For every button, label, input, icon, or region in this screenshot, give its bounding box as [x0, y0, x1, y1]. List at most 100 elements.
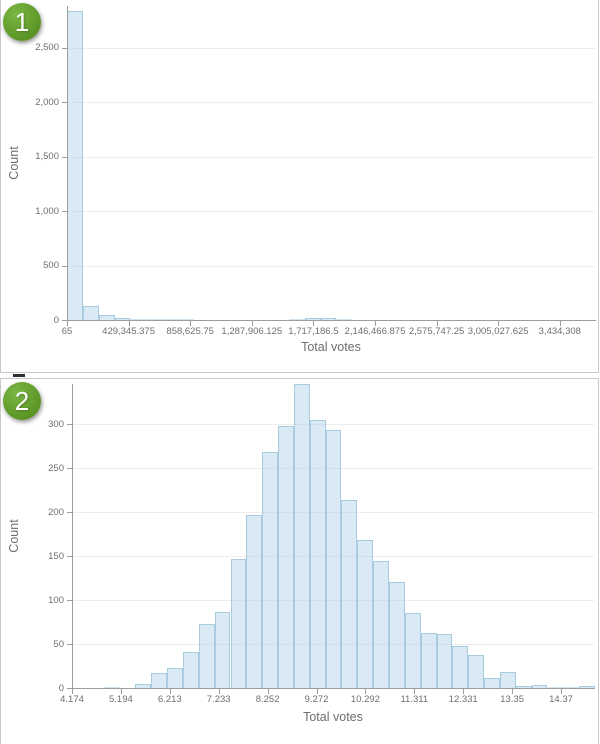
- y-tick-mark: [67, 424, 72, 425]
- x-axis-tick-label: 7.233: [206, 694, 231, 705]
- histogram-bar[interactable]: [214, 612, 231, 688]
- histogram-bar[interactable]: [288, 319, 305, 320]
- histogram-bar[interactable]: [579, 686, 596, 688]
- x-tick-mark: [375, 321, 376, 326]
- x-tick-mark: [316, 689, 318, 694]
- histogram-bar[interactable]: [198, 623, 215, 688]
- y-axis-title: Count: [7, 519, 21, 553]
- histogram-bar[interactable]: [130, 319, 147, 320]
- histogram-bar[interactable]: [325, 430, 342, 688]
- x-tick-mark: [67, 321, 68, 326]
- y-axis-tick-label: 2,000: [35, 96, 59, 108]
- x-tick-mark: [365, 689, 367, 694]
- histogram-bar[interactable]: [82, 305, 99, 320]
- y-gridline: [72, 600, 594, 601]
- histogram-bar[interactable]: [98, 314, 115, 320]
- histogram-bar[interactable]: [246, 514, 263, 688]
- histogram-bar[interactable]: [499, 672, 516, 688]
- x-tick-mark: [267, 689, 269, 694]
- x-tick-mark: [169, 689, 171, 694]
- y-axis-tick-label: 50: [53, 638, 64, 650]
- histogram-bar[interactable]: [167, 667, 183, 688]
- x-axis-tick-label: 6.213: [157, 694, 182, 705]
- x-tick-mark: [559, 321, 561, 326]
- histogram-bar[interactable]: [531, 685, 548, 688]
- histogram-bar[interactable]: [420, 632, 437, 688]
- x-tick-mark: [498, 321, 500, 326]
- y-gridline: [72, 644, 594, 645]
- histogram-bar[interactable]: [320, 318, 337, 320]
- histogram-bar[interactable]: [436, 634, 453, 688]
- step-badge-1-number: 1: [14, 7, 30, 37]
- histogram-bar[interactable]: [309, 419, 326, 688]
- x-axis-tick-label: 3,005,027.625: [467, 326, 529, 337]
- x-axis-tick-label: 65: [61, 326, 73, 337]
- x-tick-mark: [251, 321, 253, 326]
- histogram-bar[interactable]: [151, 673, 168, 688]
- x-tick-mark: [218, 689, 220, 694]
- histogram-bar[interactable]: [146, 319, 163, 320]
- histogram-bar[interactable]: [182, 651, 199, 688]
- x-axis-tick-label: 14.37: [549, 694, 573, 705]
- histogram-bar[interactable]: [389, 582, 405, 688]
- histogram-bar[interactable]: [103, 687, 120, 688]
- x-tick-mark: [414, 689, 416, 694]
- histogram-bar[interactable]: [177, 319, 194, 320]
- histogram-bar[interactable]: [293, 384, 310, 688]
- y-tick-mark: [62, 211, 67, 212]
- x-axis-tick-label: 10.292: [350, 694, 380, 705]
- x-axis-tick-label: 13.35: [500, 694, 524, 705]
- histogram-bar[interactable]: [547, 687, 564, 688]
- x-tick-mark: [190, 321, 192, 326]
- x-tick-mark: [463, 689, 465, 694]
- y-axis-line: [72, 384, 73, 688]
- histogram-bar[interactable]: [278, 425, 294, 688]
- histogram-bar[interactable]: [336, 319, 353, 320]
- y-axis-title: Count: [7, 146, 21, 180]
- histogram-bar[interactable]: [563, 687, 580, 688]
- x-axis-tick-label: 5.194: [109, 694, 133, 705]
- histogram-bar[interactable]: [162, 319, 178, 320]
- x-tick-mark: [72, 689, 73, 694]
- histogram-bar[interactable]: [304, 318, 321, 320]
- histogram-bar[interactable]: [230, 558, 247, 688]
- x-tick-mark: [561, 689, 562, 694]
- x-axis-tick-label: 429,345.375: [102, 326, 156, 337]
- y-axis-tick-label: 500: [43, 260, 59, 271]
- step-badge-1: 1: [3, 3, 41, 41]
- y-axis-tick-label: 0: [58, 682, 64, 694]
- histogram-bar[interactable]: [67, 11, 83, 320]
- histogram-bar[interactable]: [341, 499, 358, 688]
- step-badge-2-number: 2: [14, 386, 30, 416]
- y-gridline: [67, 211, 595, 212]
- y-gridline: [67, 156, 595, 158]
- x-tick-mark: [436, 321, 438, 326]
- x-axis-tick-label: 3,434,308: [538, 326, 581, 337]
- histogram-bar[interactable]: [404, 613, 421, 688]
- x-axis-tick-label: 8.252: [255, 694, 280, 705]
- histogram-bar[interactable]: [515, 686, 532, 688]
- histogram-bar[interactable]: [357, 540, 374, 688]
- histogram-bar[interactable]: [373, 561, 389, 688]
- histogram-bar[interactable]: [452, 645, 469, 688]
- histogram-bar[interactable]: [262, 452, 279, 688]
- y-gridline: [72, 468, 594, 469]
- histogram-bar[interactable]: [468, 655, 485, 688]
- histogram-bar[interactable]: [114, 317, 131, 320]
- histogram-total-votes-raw: 0 500 1,000 1,500 2,000 2,500 65 429,345.375 858…: [1, 0, 598, 372]
- x-tick-mark: [313, 321, 315, 326]
- y-axis-tick-label: 100: [48, 594, 64, 606]
- histogram-total-votes-log: 0 50 100 150 200 250 300 4.174 5.194 6.213 7.233 8.…: [1, 379, 598, 744]
- y-tick-mark: [67, 644, 72, 645]
- histogram-bar[interactable]: [135, 684, 152, 688]
- divider-artifact: [13, 374, 25, 377]
- y-gridline: [72, 424, 594, 425]
- histogram-bar[interactable]: [484, 678, 500, 688]
- y-axis-tick-label: 300: [48, 418, 64, 430]
- y-tick-mark: [62, 156, 67, 158]
- x-axis-tick-label: 4.174: [60, 694, 84, 705]
- y-gridline: [67, 102, 595, 103]
- y-axis-tick-label: 250: [48, 462, 64, 474]
- x-axis-title: Total votes: [301, 340, 361, 354]
- x-axis-tick-label: 11.311: [400, 694, 429, 705]
